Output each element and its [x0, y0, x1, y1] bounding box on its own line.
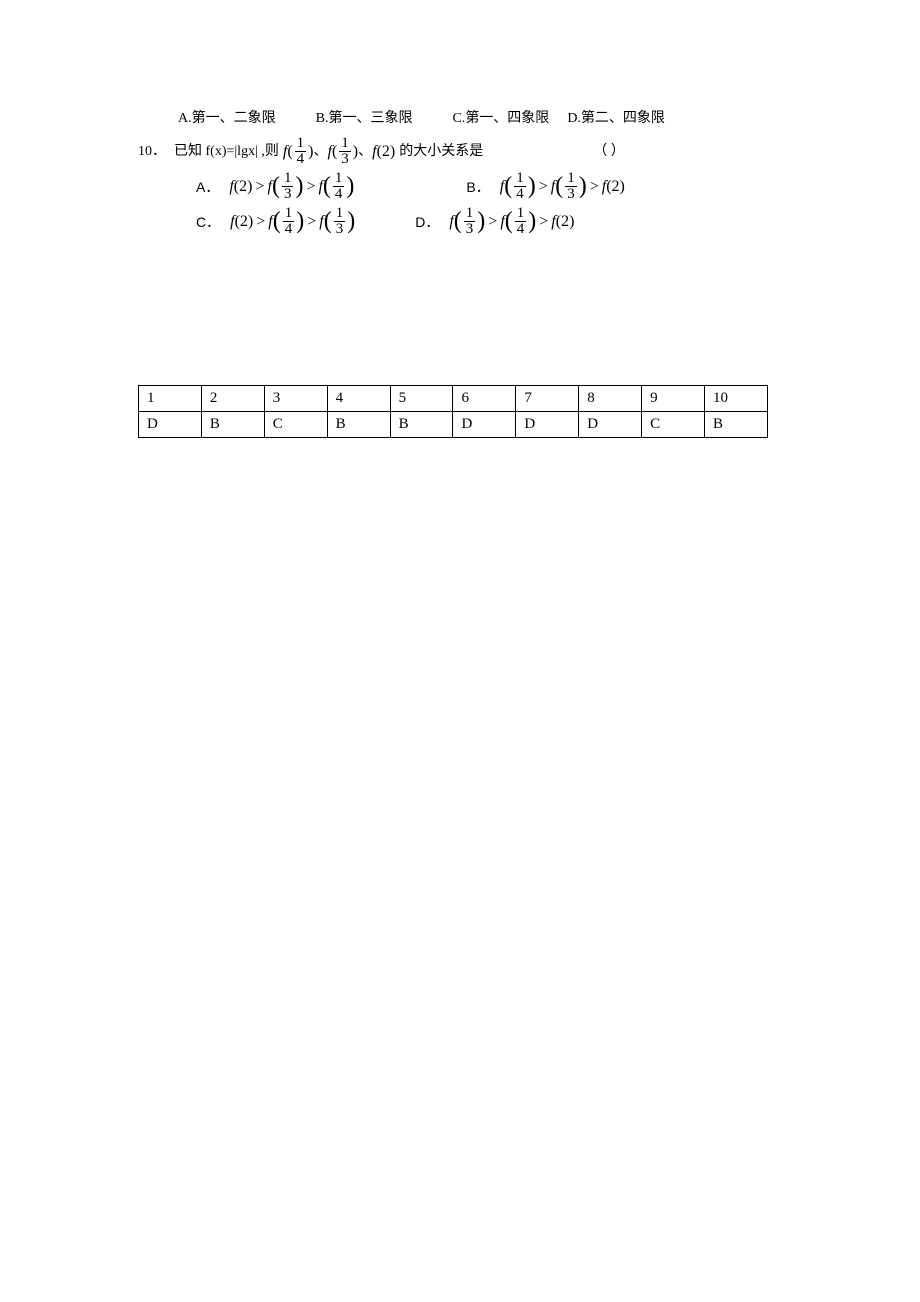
table-answer-cell: D	[516, 412, 579, 438]
option-b-expr: f(14) > f(13) > f(2)	[500, 171, 625, 202]
table-answer-cell: D	[579, 412, 642, 438]
prev-opt-a: A.第一、二象限	[178, 108, 276, 130]
table-header-cell: 8	[579, 386, 642, 412]
prev-options-line: A.第一、二象限 B.第一、三象限 C.第一、四象限 D.第二、四象限	[178, 108, 788, 130]
prev-opt-d: D.第二、四象限	[567, 108, 665, 130]
answer-table-container: 1 2 3 4 5 6 7 8 9 10 D B C B B D D D C B	[138, 385, 768, 438]
table-header-cell: 7	[516, 386, 579, 412]
table-answer-cell: B	[201, 412, 264, 438]
prev-opt-c: C.第一、四象限	[452, 108, 549, 130]
question-tail: 的大小关系是	[399, 141, 483, 163]
table-answer-cell: B	[327, 412, 390, 438]
answer-table: 1 2 3 4 5 6 7 8 9 10 D B C B B D D D C B	[138, 385, 768, 438]
option-c-label: C．	[196, 212, 220, 232]
option-row-ab: A． f(2) > f(13) > f(14) B． f(14) > f(13)…	[196, 171, 788, 202]
table-answer-cell: B	[390, 412, 453, 438]
question-10-stem: 10． 已知 f(x)=|lgx| ,则 f( 14 ) 、 f( 13 ) 、…	[138, 136, 788, 167]
table-answer-cell: C	[642, 412, 705, 438]
option-d-label: D．	[415, 212, 439, 232]
table-header-cell: 2	[201, 386, 264, 412]
table-header-cell: 5	[390, 386, 453, 412]
table-header-cell: 9	[642, 386, 705, 412]
table-header-cell: 4	[327, 386, 390, 412]
table-row-answers: D B C B B D D D C B	[139, 412, 768, 438]
table-header-cell: 1	[139, 386, 202, 412]
table-answer-cell: D	[139, 412, 202, 438]
question-number: 10．	[138, 141, 166, 163]
table-header-cell: 10	[705, 386, 768, 412]
math-f14: f( 14 )	[283, 136, 314, 167]
table-answer-cell: C	[264, 412, 327, 438]
option-c-expr: f(2) > f(14) > f(13)	[230, 206, 355, 237]
table-answer-cell: B	[705, 412, 768, 438]
option-a-expr: f(2) > f(13) > f(14)	[229, 171, 354, 202]
table-header-cell: 3	[264, 386, 327, 412]
option-d-expr: f(13) > f(14) > f(2)	[449, 206, 574, 237]
table-answer-cell: D	[453, 412, 516, 438]
option-a-label: A．	[196, 177, 219, 197]
question-intro: 已知 f(x)=|lgx| ,则	[174, 141, 279, 163]
table-header-cell: 6	[453, 386, 516, 412]
option-b-label: B．	[466, 177, 489, 197]
option-row-cd: C． f(2) > f(14) > f(13) D． f(13) > f(14)…	[196, 206, 788, 237]
prev-opt-b: B.第一、三象限	[316, 108, 413, 130]
table-row-headers: 1 2 3 4 5 6 7 8 9 10	[139, 386, 768, 412]
math-f2: f(2)	[372, 141, 395, 163]
blank-paren: （ ）	[593, 141, 625, 163]
math-f13: f( 13 )	[328, 136, 359, 167]
